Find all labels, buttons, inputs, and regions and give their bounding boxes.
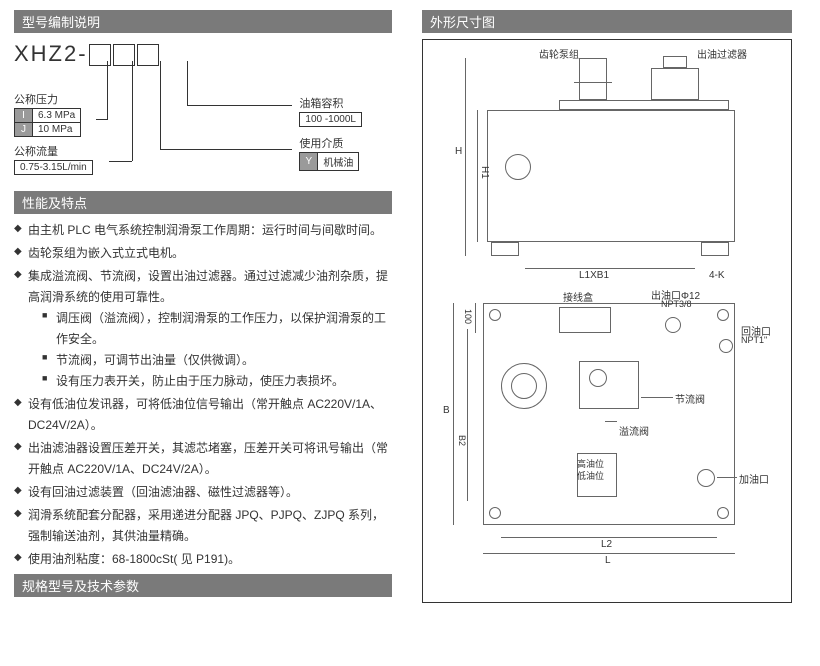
lbl-npt1: NPT1" (741, 335, 767, 345)
feature-item: 齿轮泵组为嵌入式立式电机。 (14, 243, 392, 264)
medium-code: Y (300, 153, 318, 171)
medium-label: 使用介质 (299, 135, 362, 151)
tech-drawing: 齿轮泵组 出油过滤器 H H1 L1XB1 4-K (422, 39, 792, 603)
feature-item: 设有低油位发讯器，可将低油位信号输出（常开触点 AC220V/1A、DC24V/… (14, 394, 392, 436)
medium-value: 机械油 (318, 153, 359, 171)
lbl-lo: 低油位 (577, 469, 604, 482)
lbl-out-filter: 出油过滤器 (697, 46, 747, 61)
flow-table: 0.75-3.15L/min (14, 160, 93, 175)
feature-item: 集成溢流阀、节流阀，设置出油过滤器。通过过滤减少油剂杂质，提高润滑系统的使用可靠… (14, 266, 392, 392)
lbl-B: B (443, 405, 450, 416)
model-prefix: XHZ2- (14, 41, 88, 66)
drawing-front: 齿轮泵组 出油过滤器 H H1 L1XB1 4-K (429, 46, 785, 277)
lbl-H1: H1 (479, 166, 490, 179)
section-features: 性能及特点 (14, 191, 392, 214)
feature-sub-item: 设有压力表开关，防止由于压力脉动，使压力表损坏。 (42, 371, 392, 392)
tank-value: 100 -1000L (300, 113, 362, 127)
lbl-100: 100 (463, 309, 473, 324)
lbl-gear-pump: 齿轮泵组 (539, 46, 579, 61)
feature-item: 润滑系统配套分配器，采用递进分配器 JPQ、PJPQ、ZJPQ 系列，强制输送油… (14, 505, 392, 547)
lbl-relief: 溢流阀 (619, 423, 649, 438)
feature-item: 由主机 PLC 电气系统控制润滑泵工作周期：运行时间与间歇时间。 (14, 220, 392, 241)
model-box-3 (137, 44, 159, 66)
section-model-desc: 型号编制说明 (14, 10, 392, 33)
lbl-throttle: 节流阀 (675, 391, 705, 406)
section-spec-table: 规格型号及技术参数 (14, 574, 392, 597)
model-code: XHZ2- (14, 41, 392, 67)
pressure-val-0: 6.3 MPa (33, 109, 81, 123)
pressure-table: I6.3 MPa J10 MPa (14, 108, 81, 137)
drawing-top: 接线盒 出油口Φ12 NPT3/8 回油口 NPT1" 节流阀 溢流阀 (429, 285, 785, 596)
feature-sub-item: 节流阀，可调节出油量（仅供微调）。 (42, 350, 392, 371)
pressure-val-1: 10 MPa (33, 123, 81, 137)
flow-value: 0.75-3.15L/min (15, 161, 93, 175)
lbl-L2: L2 (601, 539, 612, 550)
flow-label: 公称流量 (14, 143, 93, 159)
lbl-fill: 加油口 (739, 471, 769, 486)
feature-sub-item: 调压阀（溢流阀），控制润滑泵的工作压力，以保护润滑泵的工作安全。 (42, 308, 392, 350)
features-list: 由主机 PLC 电气系统控制润滑泵工作周期：运行时间与间歇时间。齿轮泵组为嵌入式… (14, 220, 392, 570)
pressure-label: 公称压力 (14, 91, 93, 107)
lbl-B2: B2 (457, 435, 467, 446)
model-decode-diagram: 公称压力 I6.3 MPa J10 MPa 公称流量 0.75-3.15L/mi… (14, 71, 392, 191)
feature-item: 使用油剂粘度：68-1800cSt( 见 P191)。 (14, 549, 392, 570)
pressure-code-0: I (15, 109, 33, 123)
feature-item: 出油滤油器设置压差开关，其滤芯堵塞，压差开关可将讯号输出（常开触点 AC220V… (14, 438, 392, 480)
tank-label: 油箱容积 (299, 95, 362, 111)
section-dimensions: 外形尺寸图 (422, 10, 792, 33)
medium-table: Y机械油 (299, 152, 359, 171)
lbl-L: L (605, 555, 611, 566)
lbl-H: H (455, 146, 462, 157)
lbl-npt38: NPT3/8 (661, 299, 692, 309)
tank-table: 100 -1000L (299, 112, 362, 127)
lbl-junction: 接线盒 (563, 289, 593, 304)
pressure-code-1: J (15, 123, 33, 137)
lbl-L1xB1: L1XB1 (579, 270, 609, 281)
feature-item: 设有回油过滤装置（回油滤油器、磁性过滤器等）。 (14, 482, 392, 503)
lbl-4K: 4-K (709, 270, 725, 281)
